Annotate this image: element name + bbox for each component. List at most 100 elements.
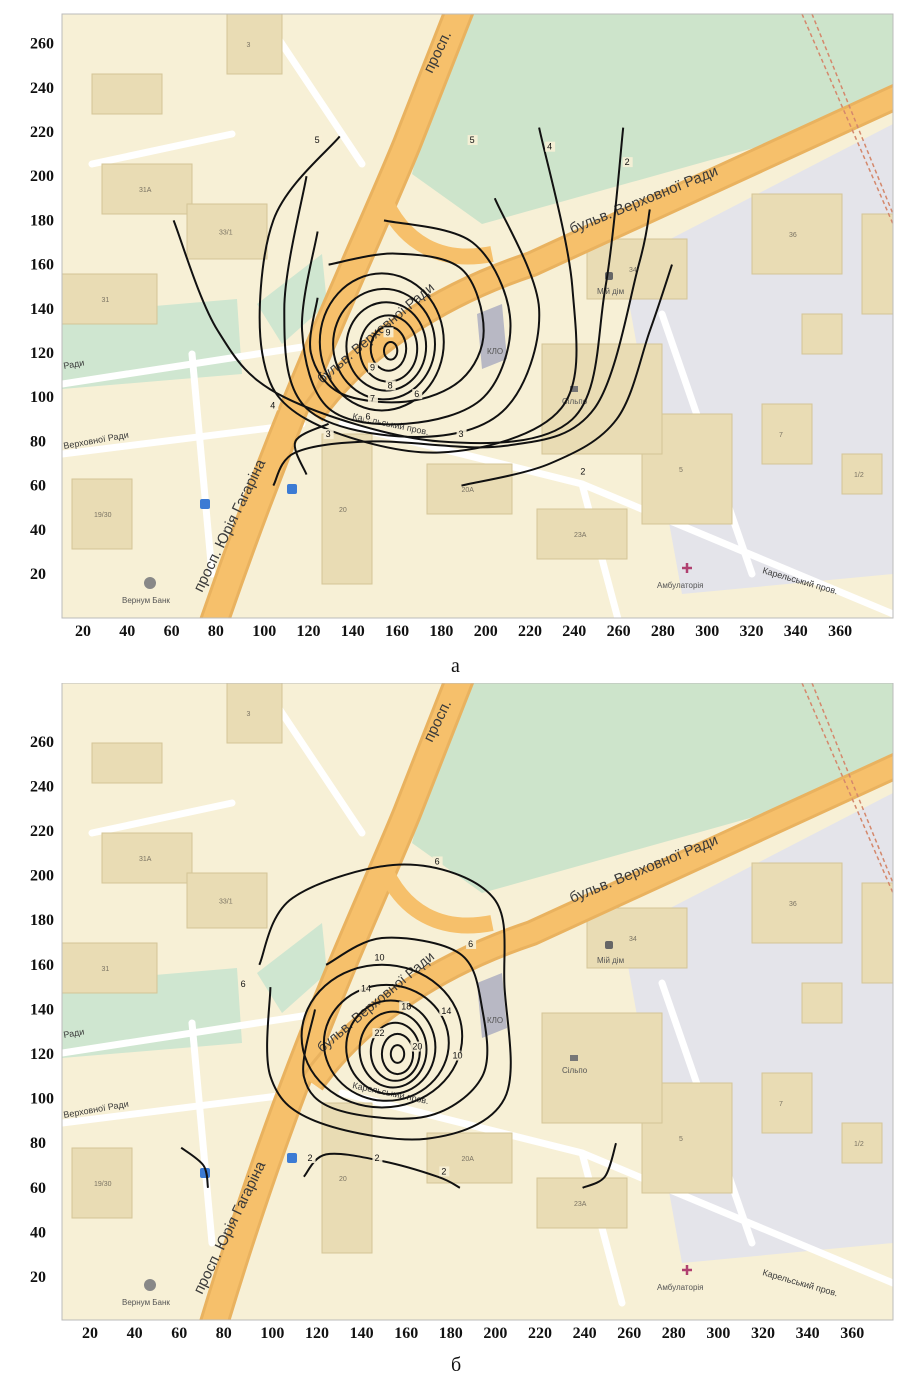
medical-cross-icon xyxy=(682,1265,692,1275)
x-tick-label: 120 xyxy=(297,623,321,640)
building xyxy=(101,832,193,884)
x-tick-label: 200 xyxy=(483,1325,507,1342)
ramp-road xyxy=(374,859,494,934)
building xyxy=(186,203,268,260)
building xyxy=(801,313,843,355)
building xyxy=(71,1147,133,1219)
contour-value-label: 9 xyxy=(370,363,375,373)
building xyxy=(321,433,373,585)
medical-cross-icon xyxy=(682,563,692,573)
poi-label-miydim: Мій дім xyxy=(597,956,624,965)
y-tick-label: 60 xyxy=(30,478,46,495)
y-tick-label: 160 xyxy=(30,257,54,274)
y-tick-label: 40 xyxy=(30,1224,46,1241)
y-tick-label: 260 xyxy=(30,734,54,751)
building-number-label: 31A xyxy=(139,856,152,863)
building xyxy=(91,742,163,784)
building-number-label: 20 xyxy=(339,1176,347,1183)
map-frame xyxy=(61,683,894,1321)
x-tick-label: 180 xyxy=(439,1325,463,1342)
x-tick-label: 160 xyxy=(385,623,409,640)
contour-line xyxy=(369,325,408,372)
avenue-road xyxy=(202,683,471,1320)
building xyxy=(841,1122,883,1164)
building xyxy=(186,872,268,929)
y-tick-label: 180 xyxy=(30,212,54,229)
contour-value-label: 4 xyxy=(270,400,275,410)
contour-label-bg xyxy=(410,1041,421,1052)
contour-line xyxy=(389,1044,406,1064)
building xyxy=(536,1177,628,1229)
contour-value-label: 3 xyxy=(326,429,331,439)
poi-label-klo: КЛО xyxy=(487,1016,503,1025)
poi-label-bank: Вернум Банк xyxy=(122,596,170,605)
map-frame xyxy=(61,13,894,619)
y-tick-label: 220 xyxy=(30,823,54,840)
x-tick-label: 260 xyxy=(617,1325,641,1342)
building xyxy=(62,273,158,325)
x-tick-label: 80 xyxy=(208,623,224,640)
park-area xyxy=(257,254,327,344)
x-tick-label: 40 xyxy=(127,1325,143,1342)
contour-label-bg xyxy=(372,1153,383,1164)
building xyxy=(841,453,883,495)
boulevard-road xyxy=(303,756,893,1089)
ramp-road xyxy=(374,190,494,265)
contour-line xyxy=(332,287,437,401)
contour-label-bg xyxy=(439,1166,450,1177)
x-tick-label: 180 xyxy=(429,623,453,640)
contour-label-bg xyxy=(545,141,556,152)
rail-line xyxy=(801,683,893,894)
building-number-label: 20 xyxy=(339,507,347,514)
contour-label-bg xyxy=(578,466,589,477)
side-street xyxy=(188,1019,216,1247)
park-area xyxy=(257,923,327,1013)
cart-icon xyxy=(570,1055,578,1061)
x-tick-label: 60 xyxy=(164,623,180,640)
panel-letter: б xyxy=(451,1354,461,1373)
contour-label-bg xyxy=(456,428,467,439)
contour-value-label: 14 xyxy=(441,1006,451,1016)
y-tick-label: 240 xyxy=(30,80,54,97)
x-tick-label: 340 xyxy=(796,1325,820,1342)
y-tick-label: 20 xyxy=(30,566,46,583)
contour-label-bg xyxy=(305,1153,316,1164)
building xyxy=(801,982,843,1024)
side-street xyxy=(88,799,236,837)
street-label-radi-left: Ради xyxy=(63,357,85,370)
y-tick-label: 100 xyxy=(30,389,54,406)
y-tick-label: 220 xyxy=(30,124,54,141)
x-tick-label: 240 xyxy=(562,623,586,640)
building xyxy=(861,882,893,984)
contour-value-label: 8 xyxy=(388,380,393,390)
y-tick-label: 40 xyxy=(30,522,46,539)
contour-label-bg xyxy=(383,327,394,338)
x-tick-label: 140 xyxy=(350,1325,374,1342)
building-number-label: 23A xyxy=(574,532,587,539)
contour-line xyxy=(322,983,450,1102)
contour-label-bg xyxy=(312,135,323,146)
y-tick-label: 140 xyxy=(30,1001,54,1018)
contour-label-bg xyxy=(238,979,249,990)
x-tick-label: 40 xyxy=(119,623,135,640)
contour-line xyxy=(293,422,330,475)
poi-label-ambulatory: Амбулаторія xyxy=(657,1283,704,1292)
contour-label-bg xyxy=(622,157,633,168)
contour-line xyxy=(582,1142,617,1189)
x-tick-label: 240 xyxy=(573,1325,597,1342)
contour-line xyxy=(382,340,399,361)
map-panel-b: просп. Юрія Гагаріна просп. бульв. Верховн… xyxy=(0,683,903,1373)
x-tick-label: 60 xyxy=(171,1325,187,1342)
building-number-label: 31 xyxy=(102,297,110,304)
contour-line xyxy=(358,314,419,383)
building-number-label: 31A xyxy=(139,187,152,194)
building-number-label: 33/1 xyxy=(219,230,233,237)
x-tick-label: 140 xyxy=(341,623,365,640)
x-tick-label: 360 xyxy=(828,623,852,640)
y-tick-label: 140 xyxy=(30,301,54,318)
contour-line xyxy=(300,963,464,1109)
building-number-label: 20A xyxy=(462,487,475,494)
rail-line xyxy=(811,14,893,215)
